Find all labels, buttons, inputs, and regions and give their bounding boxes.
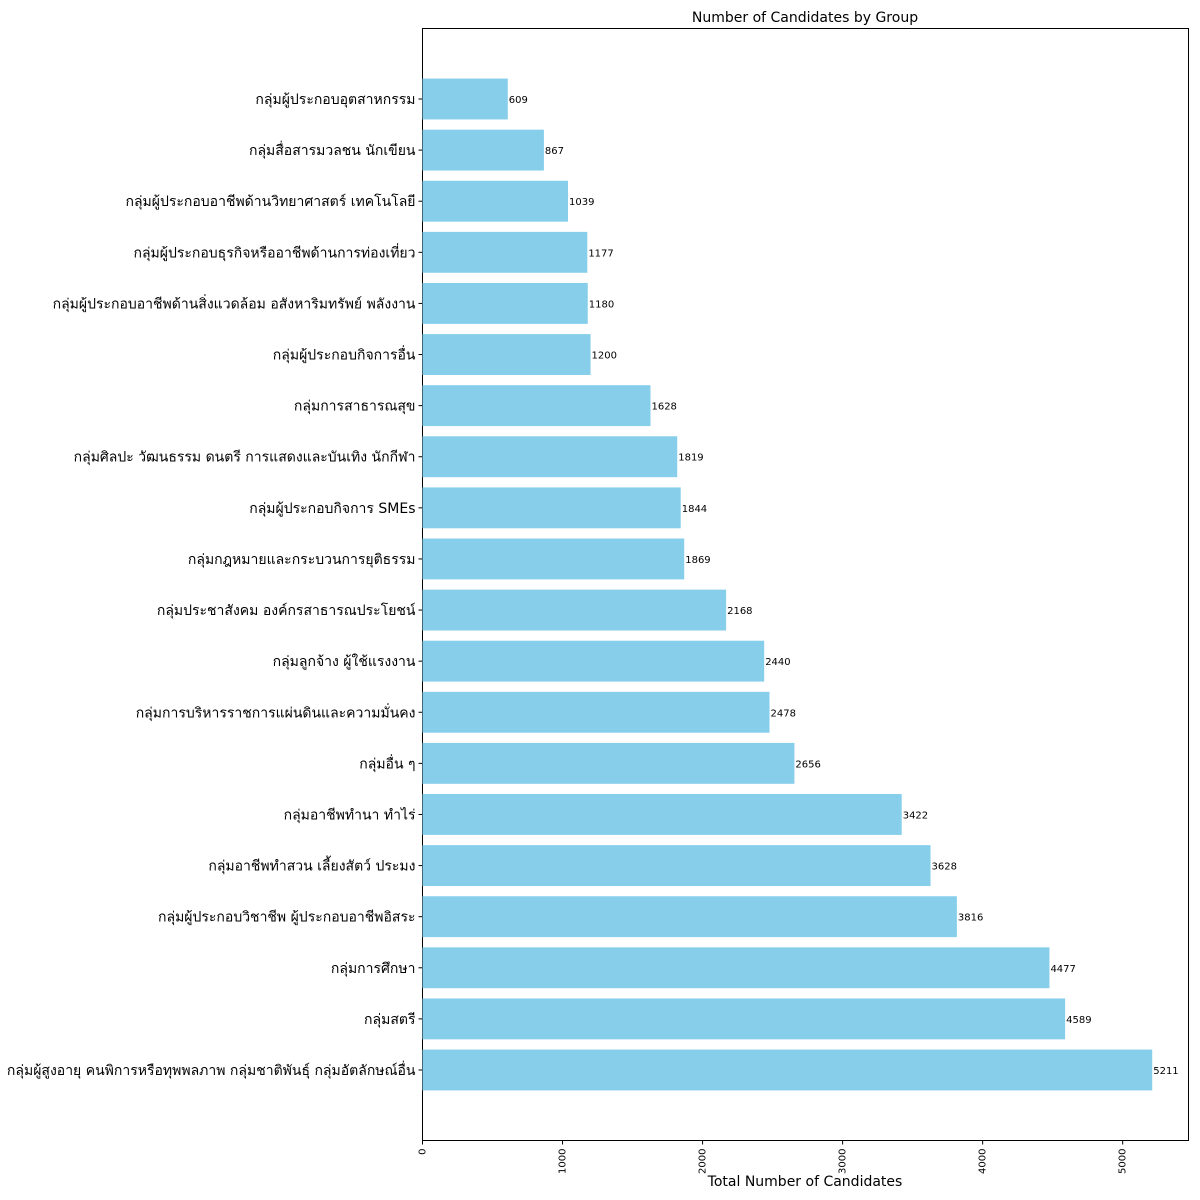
value-label: 2168 — [727, 606, 752, 617]
bar — [422, 640, 765, 682]
bar — [422, 947, 1050, 989]
bar — [422, 794, 902, 835]
bar — [422, 845, 931, 887]
bar — [422, 385, 651, 427]
value-label: 1869 — [685, 555, 710, 566]
value-label: 867 — [545, 146, 564, 157]
bar — [422, 231, 588, 273]
bar — [422, 334, 591, 375]
value-label: 1200 — [592, 351, 617, 362]
bars-group — [422, 78, 1153, 1091]
x-tick-label: 1000 — [558, 1149, 569, 1174]
bar — [422, 538, 685, 580]
bar — [422, 691, 770, 733]
x-tick-label: 3000 — [838, 1149, 849, 1174]
x-axis: 0 1000 2000 3000 4000 5000 — [418, 1140, 1129, 1174]
value-labels: 609 867 1039 1177 1180 1200 1628 1819 1844 1869 21… — [509, 95, 1179, 1077]
bar — [422, 78, 508, 120]
category-label: กลุ่มการบริหารราชการแผ่นดินและความมั่นคง — [136, 703, 416, 721]
value-label: 5211 — [1153, 1066, 1178, 1077]
value-label: 3422 — [903, 810, 928, 821]
value-label: 2478 — [771, 708, 796, 719]
x-tick-label: 5000 — [1118, 1149, 1129, 1174]
bar — [422, 742, 795, 784]
bar — [422, 589, 727, 631]
x-tick-label: 0 — [418, 1149, 429, 1155]
category-label: กลุ่มผู้ประกอบกิจการ SMEs — [249, 501, 415, 517]
plot-frame — [422, 28, 1189, 1141]
category-label: กลุ่มผู้ประกอบอาชีพด้านวิทยาศาสตร์ เทคโน… — [126, 193, 416, 210]
bar — [422, 129, 544, 171]
category-label: กลุ่มอื่น ๆ — [359, 754, 415, 772]
category-label: กลุ่มศิลปะ วัฒนธรรม ดนตรี การแสดงและบันเ… — [74, 450, 416, 466]
x-tick-label: 4000 — [978, 1149, 989, 1174]
value-label: 4589 — [1066, 1015, 1091, 1026]
value-label: 609 — [509, 95, 528, 106]
category-label: กลุ่มลูกจ้าง ผู้ใช้แรงงาน — [273, 653, 416, 670]
category-label: กลุ่มผู้ประกอบธุรกิจหรืออาชีพด้านการท่อง… — [133, 243, 415, 261]
value-label: 2440 — [765, 657, 790, 668]
bar — [422, 1049, 1153, 1091]
category-label: กลุ่มผู้ประกอบกิจการอื่น — [273, 346, 416, 364]
value-label: 1628 — [651, 402, 676, 413]
category-label: กลุ่มผู้ประกอบอาชีพด้านสิ่งแวดล้อม อสังห… — [53, 294, 416, 312]
category-label: กลุ่มอาชีพทำสวน เลี้ยงสัตว์ ประมง — [208, 856, 415, 875]
category-label: กลุ่มการศึกษา — [331, 961, 416, 977]
category-label: กลุ่มผู้ประกอบอุตสาหกรรม — [255, 92, 415, 108]
bar — [422, 180, 568, 222]
value-label: 2656 — [795, 759, 820, 770]
bar — [422, 282, 588, 324]
value-label: 1177 — [588, 248, 613, 259]
value-label: 1819 — [678, 453, 703, 464]
category-label: กลุ่มประชาสังคม องค์กรสาธารณประโยชน์ — [157, 602, 416, 619]
value-label: 1180 — [589, 299, 614, 310]
bar — [422, 998, 1066, 1040]
value-label: 1844 — [682, 504, 707, 515]
category-label: กลุ่มผู้สูงอายุ คนพิการหรือทุพพลภาพ กลุ่… — [7, 1061, 416, 1079]
x-tick-label: 2000 — [698, 1149, 709, 1174]
value-label: 3816 — [958, 913, 983, 924]
category-label: กลุ่มสตรี — [364, 1012, 416, 1028]
category-label: กลุ่มสื่อสารมวลชน นักเขียน — [249, 141, 416, 159]
category-label: กลุ่มผู้ประกอบวิชาชีพ ผู้ประกอบอาชีพอิสร… — [158, 910, 415, 926]
bar — [422, 487, 681, 529]
category-label: กลุ่มกฎหมายและกระบวนการยุติธรรม — [188, 552, 416, 568]
category-labels: กลุ่มผู้ประกอบอุตสาหกรรมกลุ่มสื่อสารมวลช… — [7, 92, 423, 1079]
category-label: กลุ่มการสาธารณสุข — [294, 399, 416, 415]
x-axis-label: Total Number of Candidates — [707, 1174, 903, 1190]
value-label: 4477 — [1050, 964, 1075, 975]
bar — [422, 896, 957, 938]
category-label: กลุ่มอาชีพทำนา ทำไร่ — [284, 806, 416, 823]
value-label: 3628 — [932, 862, 957, 873]
chart-title: Number of Candidates by Group — [692, 10, 918, 26]
value-label: 1039 — [569, 197, 594, 208]
bar — [422, 436, 678, 478]
